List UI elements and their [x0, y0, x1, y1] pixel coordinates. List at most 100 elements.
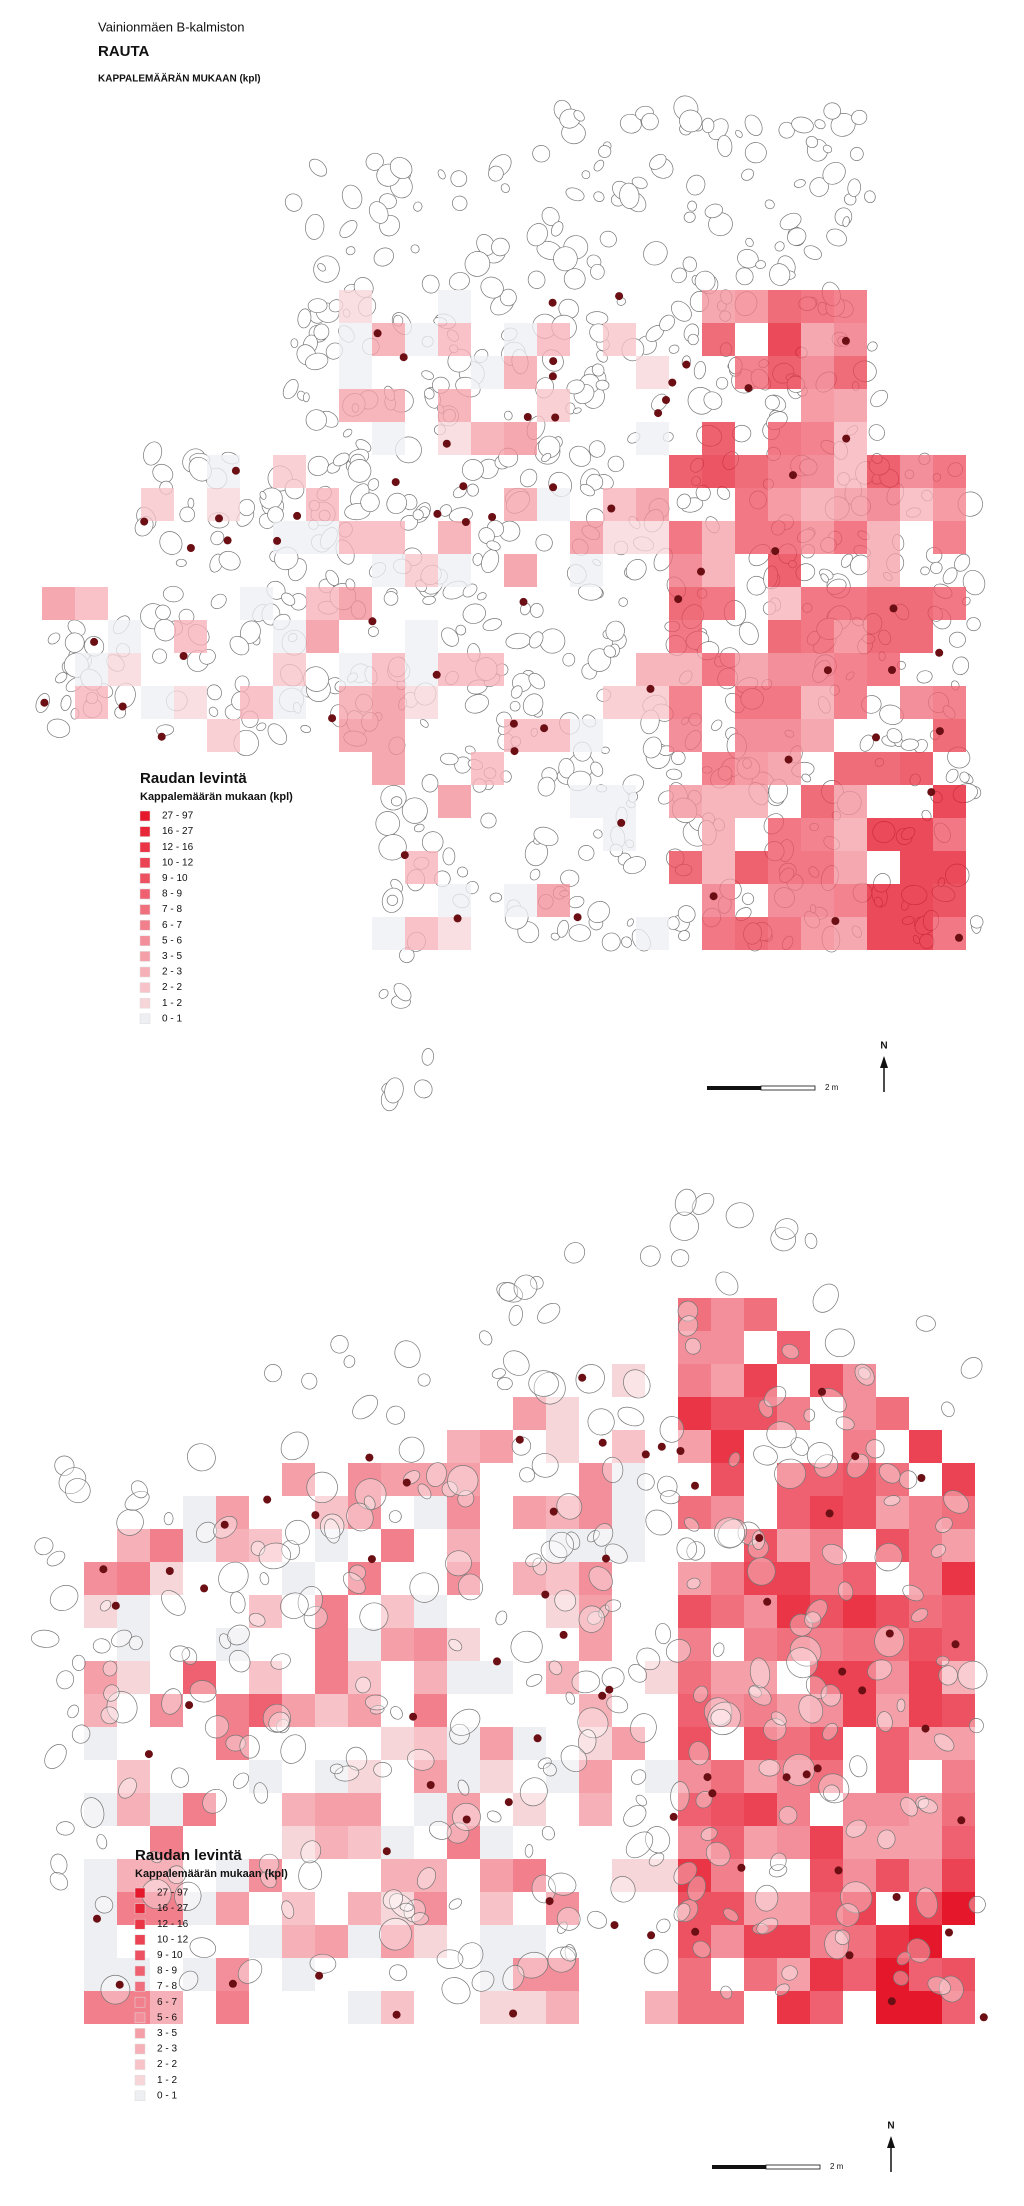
heat-cell	[183, 1958, 216, 1991]
heat-cell	[834, 785, 867, 818]
iron-find	[228, 1979, 237, 1988]
stone	[867, 1659, 893, 1681]
stone	[509, 700, 521, 712]
stone	[636, 1647, 661, 1671]
heat-cell	[141, 488, 174, 521]
stone	[548, 1531, 574, 1559]
legend-swatch	[134, 2012, 146, 2024]
heat-cell	[348, 1826, 381, 1859]
stone	[394, 1340, 421, 1368]
stone	[524, 1844, 534, 1858]
stone	[386, 894, 399, 906]
legend-label: 7 - 8	[157, 1981, 177, 1992]
heat-cell	[702, 884, 735, 917]
heat-cell	[579, 1562, 612, 1595]
iron-find	[165, 1567, 174, 1575]
stone	[578, 1605, 605, 1633]
stone	[302, 392, 310, 403]
stone	[306, 1471, 338, 1504]
heat-cell	[438, 554, 471, 587]
scale-bar-black	[712, 2165, 766, 2169]
stone	[968, 1895, 986, 1914]
stone	[849, 147, 864, 161]
stone	[414, 1079, 433, 1099]
iron-find	[578, 1373, 587, 1382]
stone	[141, 1878, 172, 1910]
stone	[741, 892, 755, 905]
heat-cell	[777, 1727, 810, 1760]
stone	[267, 723, 288, 745]
stone	[204, 1715, 230, 1739]
heat-cell	[702, 917, 735, 950]
stone	[631, 176, 648, 189]
stone	[476, 234, 495, 256]
iron-find	[668, 378, 677, 387]
heat-cell	[636, 917, 669, 950]
heat-cell	[150, 1859, 183, 1892]
legend-title: Raudan levintä	[135, 1847, 242, 1864]
stone	[171, 1767, 189, 1788]
iron-find	[851, 1452, 860, 1461]
iron-find	[111, 1601, 120, 1610]
iron-find	[669, 1812, 678, 1821]
heat-cell	[942, 1562, 975, 1595]
stone	[486, 540, 501, 551]
stone	[820, 1684, 841, 1707]
stone	[548, 1872, 577, 1896]
stone	[419, 719, 429, 728]
heat-cell	[603, 323, 636, 356]
heat-cell	[480, 1892, 513, 1925]
heat-cell	[801, 521, 834, 554]
iron-find	[921, 1724, 930, 1733]
stone	[945, 768, 959, 783]
heat-cell	[843, 1595, 876, 1628]
stone	[510, 685, 523, 699]
stone	[317, 263, 326, 272]
stone	[902, 1584, 924, 1602]
stone	[290, 338, 299, 349]
north-label: N	[880, 1041, 887, 1052]
heat-cell	[876, 1991, 909, 2024]
heat-cell	[504, 356, 537, 389]
iron-find	[674, 595, 683, 604]
stone	[373, 1762, 392, 1778]
stone	[491, 237, 510, 257]
stone	[840, 1881, 873, 1914]
legend-swatch	[139, 841, 151, 853]
iron-find	[892, 1893, 901, 1901]
stone	[786, 1647, 818, 1679]
stone	[206, 684, 222, 701]
stone	[677, 905, 696, 923]
heat-cell	[447, 1760, 480, 1793]
heat-cell	[447, 1628, 480, 1661]
stone	[324, 1518, 341, 1544]
stone	[421, 774, 439, 793]
stone	[687, 1875, 706, 1902]
heat-cell	[900, 752, 933, 785]
heat-cell	[447, 1562, 480, 1595]
stone	[645, 1826, 671, 1854]
heat-cell	[414, 1628, 447, 1661]
iron-find	[488, 513, 497, 521]
iron-find	[647, 1931, 656, 1940]
stone	[930, 561, 943, 574]
stone	[969, 915, 984, 929]
heat-cell	[306, 587, 339, 620]
stone	[538, 435, 561, 458]
stone	[156, 724, 175, 736]
stone	[179, 506, 195, 523]
heat-cell	[834, 488, 867, 521]
stone	[691, 1192, 715, 1215]
stone	[845, 1819, 867, 1838]
iron-find	[453, 914, 462, 923]
iron-find	[935, 648, 944, 657]
iron-find	[598, 1438, 607, 1447]
heat-cell	[636, 488, 669, 521]
stone	[674, 1188, 697, 1216]
heat-cell	[282, 1958, 315, 1991]
stone	[349, 1564, 366, 1581]
stone	[778, 1806, 798, 1825]
stone	[682, 256, 697, 273]
stone	[379, 1917, 412, 1951]
heat-cell	[480, 1661, 513, 1694]
